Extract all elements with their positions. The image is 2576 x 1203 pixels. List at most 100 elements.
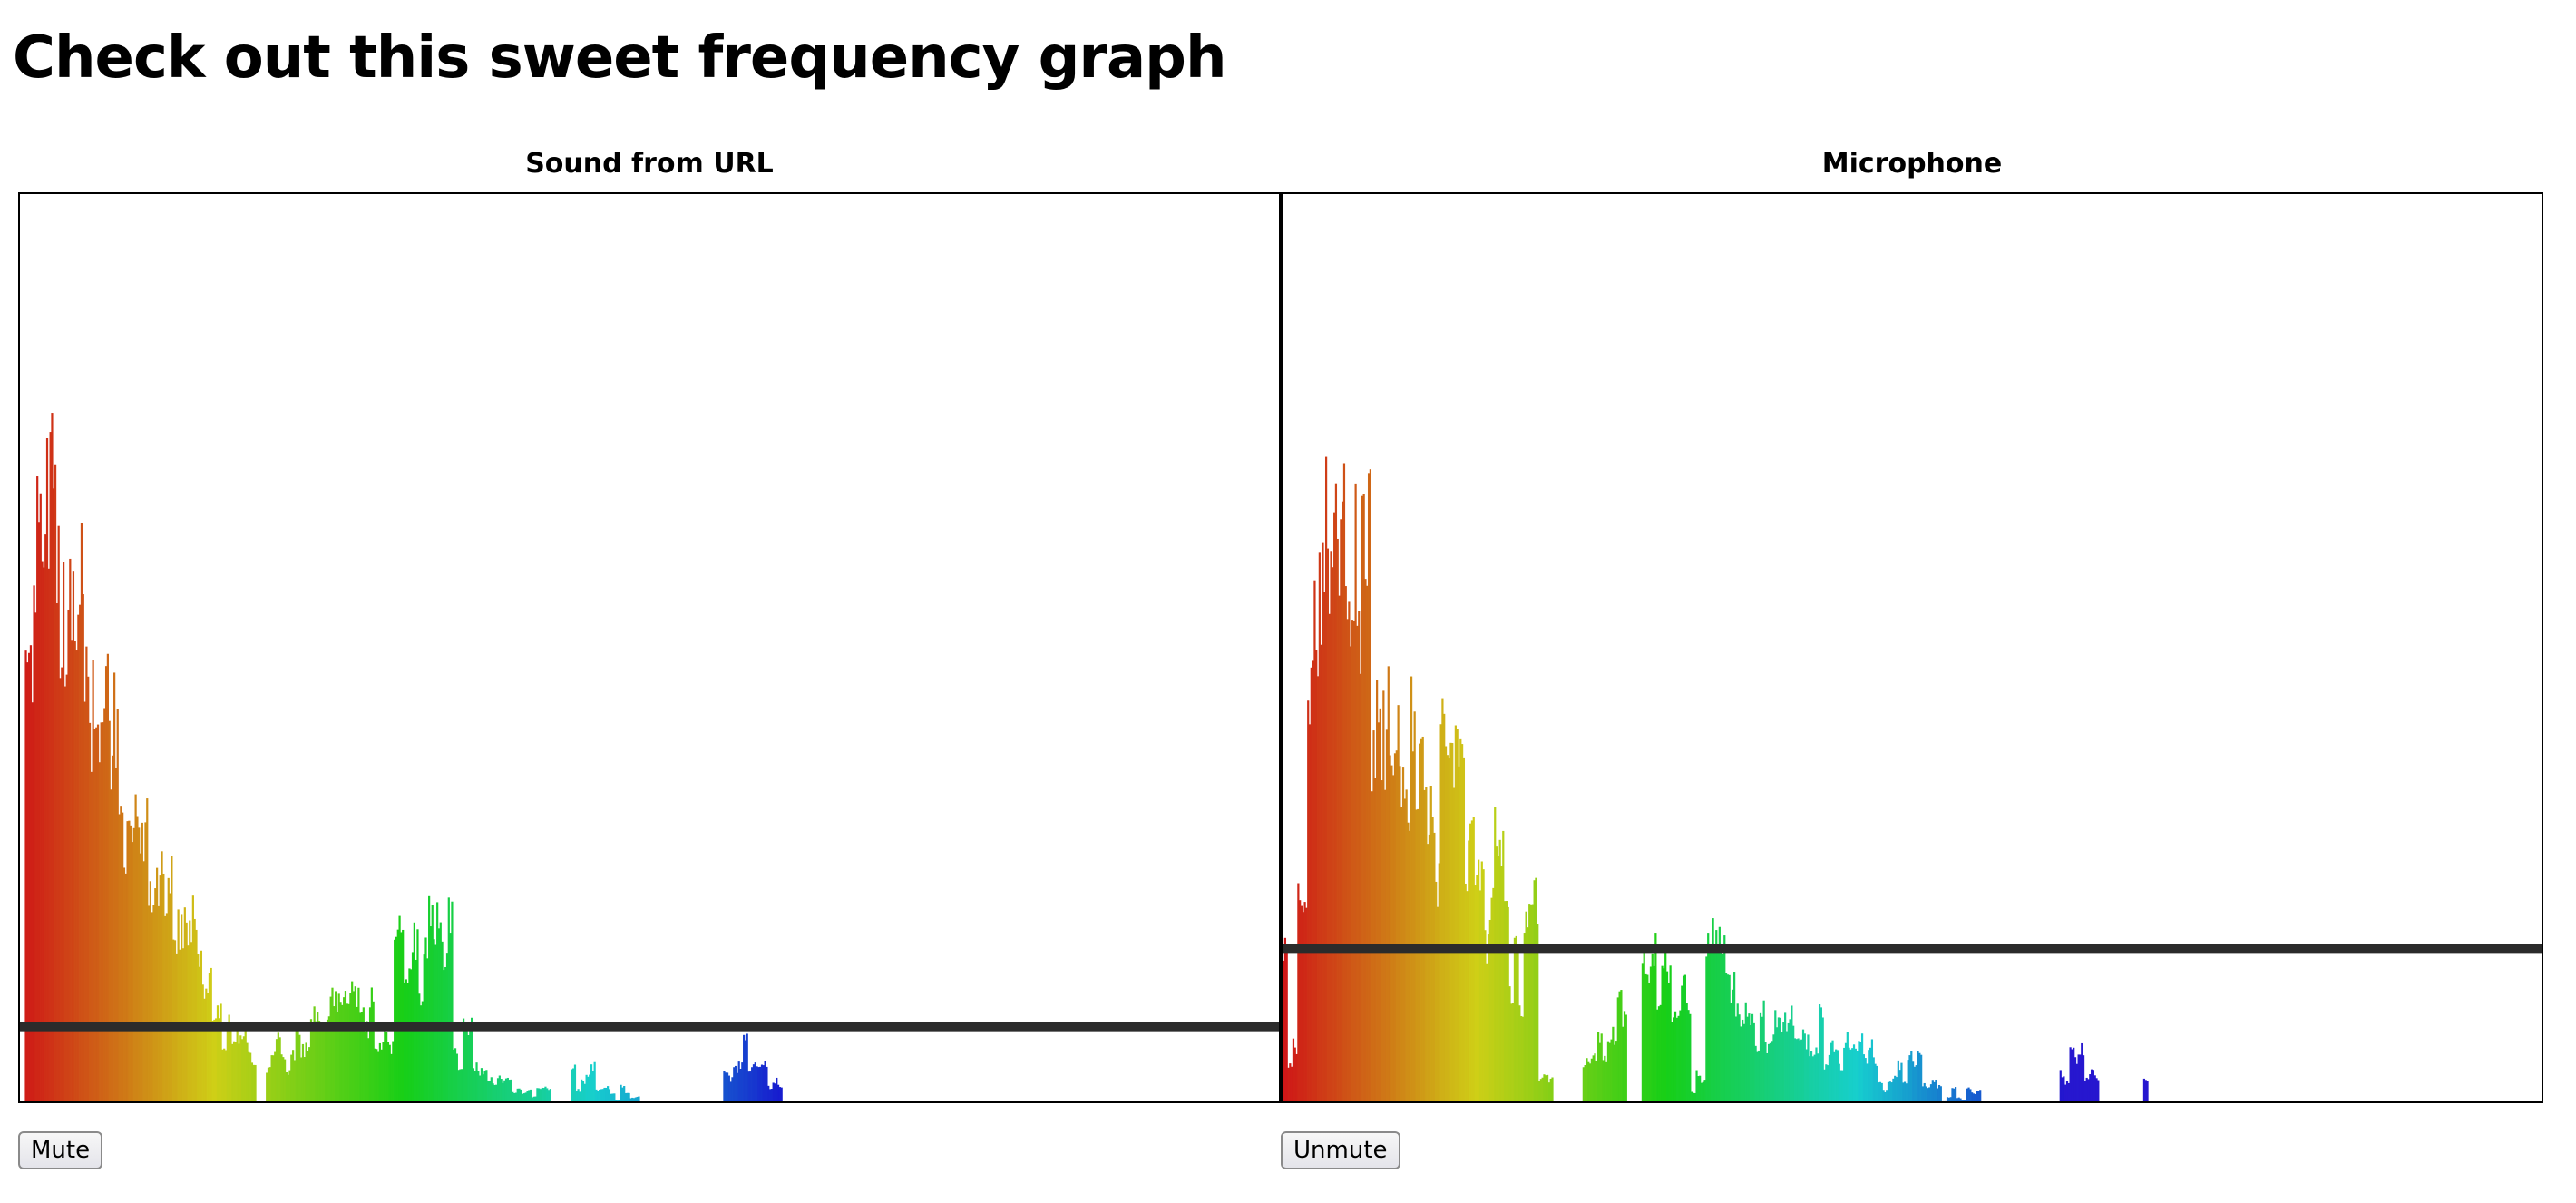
frequency-bar bbox=[1769, 1042, 1771, 1101]
frequency-bar bbox=[2095, 1078, 2098, 1101]
frequency-bar bbox=[1957, 1097, 1960, 1101]
frequency-bar bbox=[1663, 968, 1665, 1101]
frequency-bar bbox=[1939, 1086, 1942, 1101]
frequency-bar bbox=[1752, 1022, 1755, 1101]
frequency-bar bbox=[631, 1097, 634, 1101]
frequency-bar bbox=[341, 1004, 344, 1101]
frequency-bar bbox=[344, 991, 347, 1101]
frequency-bar bbox=[1510, 1003, 1513, 1101]
frequency-bar bbox=[1646, 974, 1649, 1101]
frequency-bar bbox=[749, 1071, 752, 1101]
frequency-bar bbox=[479, 1075, 482, 1101]
frequency-bar bbox=[376, 1049, 378, 1101]
frequency-bar bbox=[1777, 1017, 1781, 1101]
frequency-bar bbox=[108, 720, 111, 1101]
frequency-bar bbox=[240, 1039, 244, 1101]
unmute-button[interactable]: Unmute bbox=[1281, 1131, 1400, 1169]
frequency-bar bbox=[1464, 883, 1467, 1101]
frequency-bar bbox=[1451, 742, 1454, 1101]
frequency-bar bbox=[388, 1044, 391, 1101]
threshold-line bbox=[20, 1022, 1279, 1032]
frequency-bar bbox=[726, 1072, 729, 1101]
frequency-bar bbox=[598, 1089, 601, 1101]
frequency-bar bbox=[1342, 501, 1344, 1101]
frequency-bar bbox=[223, 1048, 226, 1101]
frequency-bar bbox=[376, 1051, 380, 1101]
frequency-bar bbox=[1625, 1014, 1627, 1101]
frequency-bar bbox=[396, 929, 399, 1101]
frequency-bar bbox=[1361, 495, 1363, 1101]
frequency-bar bbox=[49, 432, 52, 1101]
frequency-bar bbox=[1740, 1026, 1742, 1101]
frequency-bar bbox=[1372, 730, 1375, 1101]
frequency-bar bbox=[495, 1084, 498, 1101]
frequency-bar bbox=[1417, 808, 1420, 1101]
frequency-bar bbox=[1590, 1058, 1593, 1101]
frequency-bar bbox=[1838, 1063, 1840, 1101]
frequency-bar bbox=[2146, 1081, 2149, 1101]
frequency-bar bbox=[1673, 1011, 1677, 1101]
frequency-bar bbox=[1470, 820, 1474, 1101]
frequency-bar bbox=[1671, 1022, 1673, 1101]
frequency-bar bbox=[374, 1048, 376, 1101]
frequency-bar bbox=[1495, 846, 1498, 1101]
frequency-bar bbox=[1359, 673, 1362, 1101]
frequency-bar bbox=[1517, 948, 1519, 1101]
frequency-bar bbox=[1900, 1062, 1903, 1101]
frequency-bar bbox=[359, 1012, 362, 1101]
frequency-bar bbox=[1921, 1086, 1925, 1101]
frequency-bar bbox=[488, 1081, 492, 1101]
frequency-bar bbox=[611, 1093, 614, 1101]
frequency-bar bbox=[1328, 613, 1331, 1101]
frequency-bar bbox=[1620, 990, 1623, 1101]
frequency-bar bbox=[1723, 935, 1726, 1101]
frequency-bar bbox=[1313, 580, 1316, 1101]
frequency-bar bbox=[114, 768, 118, 1101]
frequency-bar bbox=[1527, 927, 1529, 1101]
frequency-bar bbox=[1352, 620, 1355, 1101]
frequency-bar bbox=[1415, 809, 1418, 1101]
frequency-bar bbox=[1537, 1081, 1541, 1101]
frequency-bar bbox=[1604, 1055, 1606, 1101]
frequency-bar bbox=[31, 702, 34, 1101]
frequency-bar bbox=[1954, 1087, 1957, 1101]
frequency-bar bbox=[1894, 1075, 1897, 1101]
frequency-bar bbox=[744, 1040, 747, 1101]
frequency-bar bbox=[1484, 930, 1487, 1101]
mute-button[interactable]: Mute bbox=[18, 1131, 103, 1169]
frequency-bar bbox=[1864, 1058, 1867, 1101]
frequency-bar bbox=[1779, 1017, 1781, 1101]
frequency-bar bbox=[1851, 1048, 1854, 1101]
frequency-bar bbox=[290, 1054, 293, 1101]
frequency-bar bbox=[95, 727, 98, 1101]
frequency-bar bbox=[1582, 1067, 1585, 1101]
frequency-bar bbox=[72, 571, 75, 1101]
frequency-bar bbox=[1937, 1088, 1939, 1101]
frequency-bar bbox=[1818, 1004, 1821, 1101]
frequency-bar bbox=[201, 984, 204, 1101]
frequency-bar bbox=[1656, 1009, 1659, 1101]
frequency-bar bbox=[1933, 1081, 1936, 1101]
frequency-bar bbox=[1513, 937, 1517, 1101]
frequency-bar bbox=[1283, 960, 1285, 1101]
frequency-bar bbox=[248, 1051, 250, 1101]
frequency-bar bbox=[1820, 1007, 1822, 1101]
frequency-bar bbox=[83, 701, 86, 1101]
frequency-bar bbox=[1389, 755, 1391, 1101]
frequency-bar bbox=[1474, 885, 1477, 1101]
frequency-bar bbox=[731, 1077, 734, 1101]
frequency-bar bbox=[496, 1078, 500, 1101]
frequency-bar bbox=[236, 1028, 239, 1101]
frequency-bar bbox=[1852, 1044, 1856, 1101]
frequency-bar bbox=[531, 1097, 534, 1101]
frequency-bar bbox=[462, 1018, 465, 1101]
frequency-bar bbox=[1588, 1063, 1592, 1101]
frequency-bar bbox=[757, 1067, 760, 1101]
frequency-bar bbox=[1333, 512, 1336, 1101]
page-title: Check out this sweet frequency graph bbox=[13, 24, 1227, 92]
frequency-bar bbox=[1397, 705, 1400, 1101]
frequency-bar bbox=[36, 476, 39, 1101]
frequency-bar bbox=[2073, 1047, 2075, 1101]
frequency-bar bbox=[124, 873, 127, 1101]
frequency-bar bbox=[1541, 1077, 1544, 1101]
